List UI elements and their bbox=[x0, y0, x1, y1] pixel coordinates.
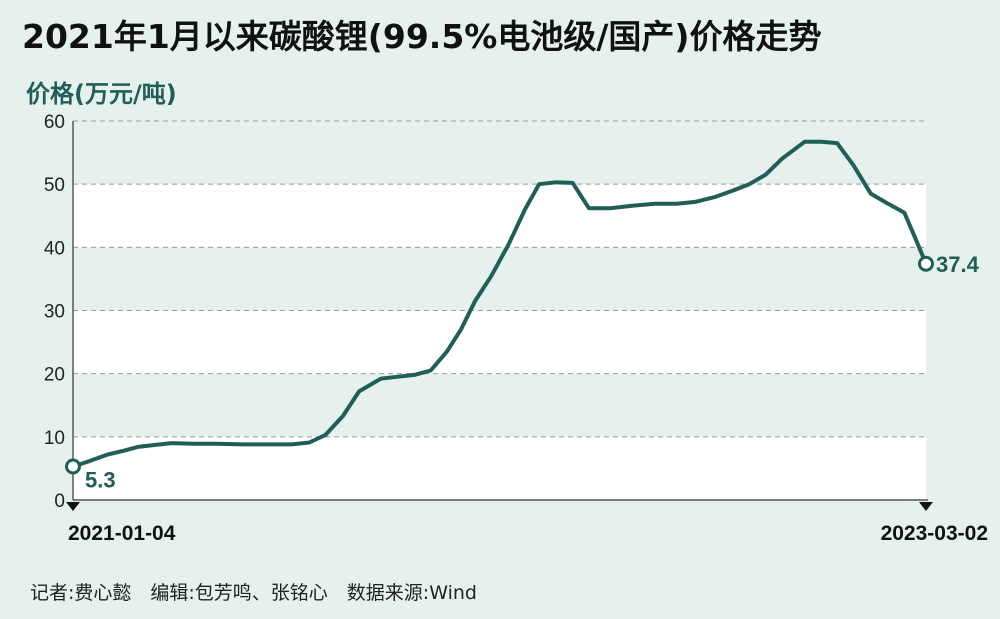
y-tick-label-10: 10 bbox=[44, 428, 65, 449]
gridlines bbox=[73, 120, 926, 438]
endpoint-label-end: 37.4 bbox=[936, 252, 980, 277]
y-axis-label: 价格(万元/吨) bbox=[26, 80, 177, 108]
endpoint-marker-start bbox=[65, 458, 81, 475]
footer-credits: 记者:费心懿 编辑:包芳鸣、张铭心 数据来源:Wind bbox=[30, 582, 477, 604]
x-tick-label-end: 2023-03-02 bbox=[881, 522, 988, 545]
band-0-10 bbox=[73, 436, 926, 500]
endpoint-label-start: 5.3 bbox=[85, 468, 116, 493]
y-tick-label-20: 20 bbox=[44, 365, 65, 386]
band-40-50 bbox=[73, 184, 926, 248]
endpoint-marker-end bbox=[918, 255, 934, 272]
y-tick-label-60: 60 bbox=[44, 112, 65, 133]
x-tick-marker-end bbox=[919, 502, 933, 511]
background-bands bbox=[73, 184, 926, 500]
chart-title: 2021年1月以来碳酸锂(99.5%电池级/国产)价格走势 bbox=[22, 17, 822, 56]
y-tick-labels: 0 10 20 30 40 50 60 bbox=[44, 112, 65, 512]
y-tick-label-50: 50 bbox=[44, 175, 65, 196]
y-tick-label-40: 40 bbox=[44, 238, 65, 259]
x-tick-marker-start bbox=[66, 502, 80, 511]
y-tick-label-30: 30 bbox=[44, 302, 65, 323]
x-tick-label-start: 2021-01-04 bbox=[68, 522, 176, 545]
endpoint-markers: 5.3 37.4 bbox=[65, 252, 980, 493]
band-20-30 bbox=[73, 310, 926, 374]
series-line bbox=[71, 139, 928, 469]
y-tick-label-0: 0 bbox=[54, 491, 65, 512]
